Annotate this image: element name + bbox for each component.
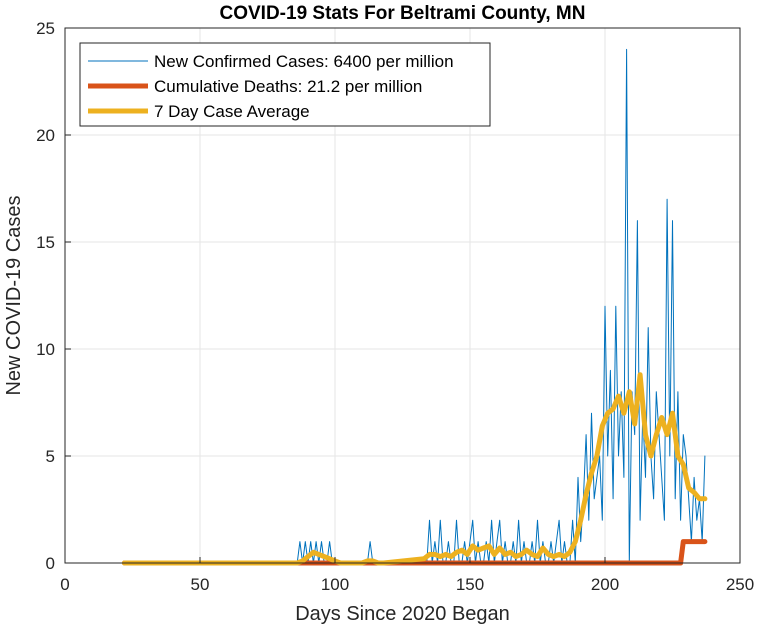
x-tick-label: 100: [321, 575, 349, 594]
ticks: 0 50 100 150 200 250 0 5 10 15 20 25: [36, 19, 754, 594]
legend-entry-avg: 7 Day Case Average: [154, 102, 310, 121]
y-tick-label: 15: [36, 233, 55, 252]
series-line-avg: [121, 372, 708, 566]
chart-title: COVID-19 Stats For Beltrami County, MN: [220, 3, 586, 24]
y-tick-label: 25: [36, 19, 55, 38]
axes-box: [64, 27, 741, 564]
y-tick-label: 20: [36, 126, 55, 145]
legend-entry-new_cases: New Confirmed Cases: 6400 per million: [154, 52, 454, 71]
y-axis-label: New COVID-19 Cases: [3, 195, 25, 395]
legend: New Confirmed Cases: 6400 per million Cum…: [79, 42, 491, 127]
legend-box: [79, 42, 491, 127]
x-tick-label: 50: [191, 575, 210, 594]
legend-entry-deaths: Cumulative Deaths: 21.2 per million: [154, 77, 422, 96]
x-tick-label: 250: [726, 575, 754, 594]
x-tick-label: 0: [60, 575, 69, 594]
x-tick-label: 150: [456, 575, 484, 594]
y-tick-label: 0: [46, 554, 55, 573]
y-tick-label: 5: [46, 447, 55, 466]
x-axis-label: Days Since 2020 Began: [295, 603, 510, 625]
y-tick-label: 10: [36, 340, 55, 359]
x-tick-label: 200: [591, 575, 619, 594]
